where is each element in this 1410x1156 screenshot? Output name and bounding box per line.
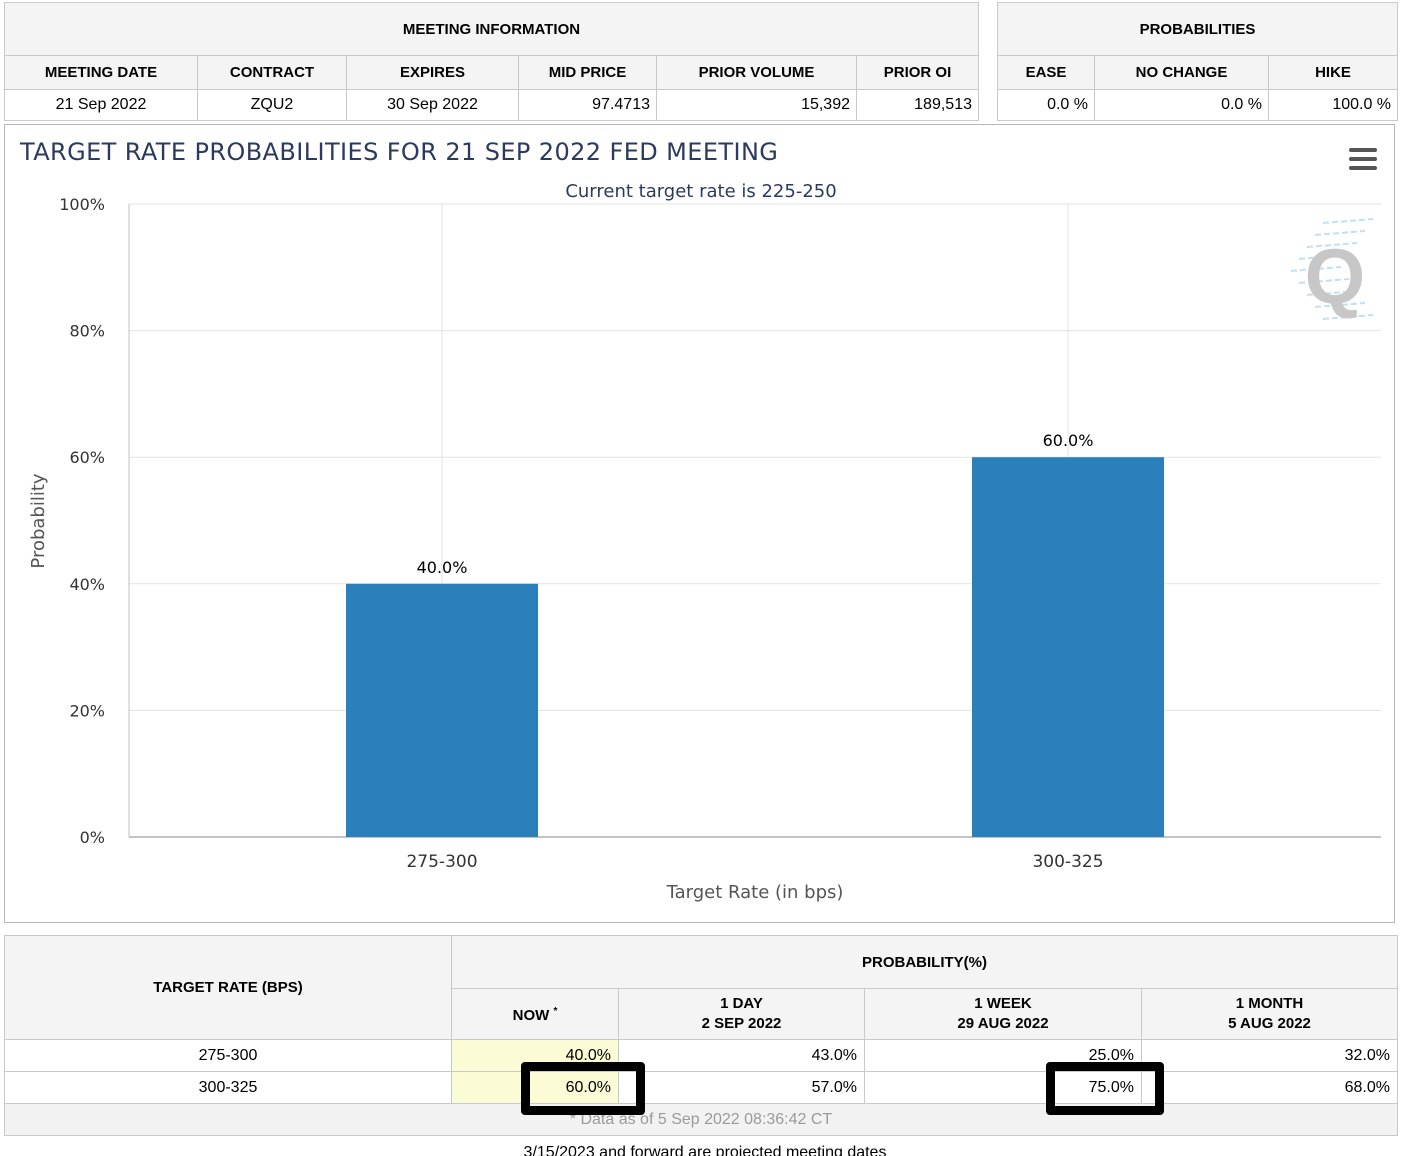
expires-value: 30 Sep 2022 <box>346 89 519 121</box>
y-axis-title: Probability <box>28 473 49 568</box>
axis-labels: 0% 20% 40% 60% 80% 100% 40.0% 275-300 60.0% 300-3… <box>59 195 1103 872</box>
table-row: 300-325 60.0% 57.0% 75.0% 68.0% <box>4 1071 1398 1104</box>
y-tick-label: 40% <box>69 575 105 594</box>
data-as-of-note: * Data as of 5 Sep 2022 08:36:42 CT <box>4 1103 1398 1136</box>
rate-cell: 275-300 <box>4 1039 452 1072</box>
watermark-stripe <box>1306 242 1358 248</box>
one-day-label: 1 DAY <box>720 995 763 1012</box>
one-week-column-header: 1 WEEK 29 AUG 2022 <box>864 988 1142 1040</box>
meeting-date-value: 21 Sep 2022 <box>4 89 198 121</box>
x-tick-label: 275-300 <box>406 852 477 872</box>
ease-header: EASE <box>997 55 1095 90</box>
table-row: 275-300 40.0% 43.0% 25.0% 32.0% <box>4 1039 1398 1072</box>
expires-header: EXPIRES <box>346 55 519 90</box>
one-month-value-cell: 68.0% <box>1141 1071 1398 1104</box>
bar-300-325[interactable] <box>972 457 1164 837</box>
target-rate-header: TARGET RATE (BPS) <box>4 935 452 1040</box>
watermark-stripe <box>1298 278 1350 284</box>
watermark-stripe <box>1314 302 1366 308</box>
meeting-information-title: MEETING INFORMATION <box>4 2 979 56</box>
chart-title: TARGET RATE PROBABILITIES FOR 21 SEP 202… <box>19 138 778 166</box>
data-label: 60.0% <box>1043 431 1094 450</box>
now-column-header: NOW * <box>451 988 619 1040</box>
probability-bar-chart: Q 0% 20% 40% 60% 80% 100% 40.0% 275-300 60.0% 300… <box>19 138 1381 903</box>
x-axis-title: Target Rate (in bps) <box>666 882 844 903</box>
highlight-box-one-week <box>1046 1062 1164 1115</box>
hamburger-menu-icon[interactable] <box>1349 148 1377 172</box>
one-month-date: 5 AUG 2022 <box>1228 1015 1311 1032</box>
now-asterisk: * <box>553 1006 558 1017</box>
now-label: NOW <box>512 1007 550 1024</box>
prior-volume-value: 15,392 <box>656 89 857 121</box>
mid-price-header: MID PRICE <box>518 55 657 90</box>
bar-275-300[interactable] <box>346 583 538 837</box>
meeting-information-table: MEETING INFORMATION MEETING DATE CONTRAC… <box>4 2 979 121</box>
prior-oi-value: 189,513 <box>856 89 979 121</box>
now-value-cell: 60.0% <box>451 1071 619 1104</box>
probabilities-table: PROBABILITIES EASE NO CHANGE HIKE 0.0 % … <box>996 2 1399 121</box>
chart-subtitle: Current target rate is 225-250 <box>565 181 836 202</box>
y-tick-label: 60% <box>69 448 105 467</box>
one-week-date: 29 AUG 2022 <box>957 1015 1049 1032</box>
watermark-logo: Q <box>1290 218 1374 320</box>
watermark-letter: Q <box>1305 232 1366 320</box>
probabilities-title: PROBABILITIES <box>996 2 1399 56</box>
y-tick-label: 80% <box>69 322 105 341</box>
watermark-stripe <box>1290 266 1342 272</box>
watermark-stripe <box>1306 290 1358 296</box>
bars <box>346 457 1164 837</box>
one-month-value-cell: 32.0% <box>1141 1039 1398 1072</box>
prior-oi-header: PRIOR OI <box>856 55 979 90</box>
watermark-stripe <box>1298 254 1350 260</box>
mid-price-value: 97.4713 <box>518 89 657 121</box>
one-week-label: 1 WEEK <box>974 995 1032 1012</box>
probability-group-header: PROBABILITY(%) <box>451 935 1398 989</box>
y-tick-label: 0% <box>80 828 105 847</box>
hike-value: 100.0 % <box>1267 89 1399 121</box>
rate-cell: 300-325 <box>4 1071 452 1104</box>
x-tick-label: 300-325 <box>1032 852 1103 872</box>
one-month-label: 1 MONTH <box>1235 995 1304 1012</box>
one-month-column-header: 1 MONTH 5 AUG 2022 <box>1141 988 1398 1040</box>
watermark-stripe <box>1322 218 1374 224</box>
ease-value: 0.0 % <box>997 89 1095 121</box>
watermark-stripes <box>1290 218 1374 320</box>
contract-value: ZQU2 <box>197 89 347 121</box>
meeting-date-header: MEETING DATE <box>4 55 198 90</box>
watermark-stripe <box>1322 314 1374 320</box>
one-day-date: 2 SEP 2022 <box>701 1015 782 1032</box>
one-day-value-cell: 57.0% <box>618 1071 865 1104</box>
watermark-stripe <box>1314 230 1366 236</box>
chart-panel: Q 0% 20% 40% 60% 80% 100% 40.0% 275-300 60.0% 300… <box>4 124 1395 923</box>
prior-volume-header: PRIOR VOLUME <box>656 55 857 90</box>
hike-header: HIKE <box>1267 55 1399 90</box>
no-change-header: NO CHANGE <box>1094 55 1269 90</box>
highlight-box-now <box>521 1062 645 1115</box>
target-rate-probability-table: TARGET RATE (BPS) PROBABILITY(%) NOW * 1… <box>4 935 1398 1136</box>
one-day-column-header: 1 DAY 2 SEP 2022 <box>618 988 865 1040</box>
no-change-value: 0.0 % <box>1094 89 1269 121</box>
y-tick-label: 100% <box>59 195 105 214</box>
y-tick-label: 20% <box>69 701 105 720</box>
gridlines <box>128 203 1381 838</box>
contract-header: CONTRACT <box>197 55 347 90</box>
data-label: 40.0% <box>417 558 468 577</box>
projected-dates-footnote: 3/15/2023 and forward are projected meet… <box>523 1144 887 1156</box>
one-day-value-cell: 43.0% <box>618 1039 865 1072</box>
